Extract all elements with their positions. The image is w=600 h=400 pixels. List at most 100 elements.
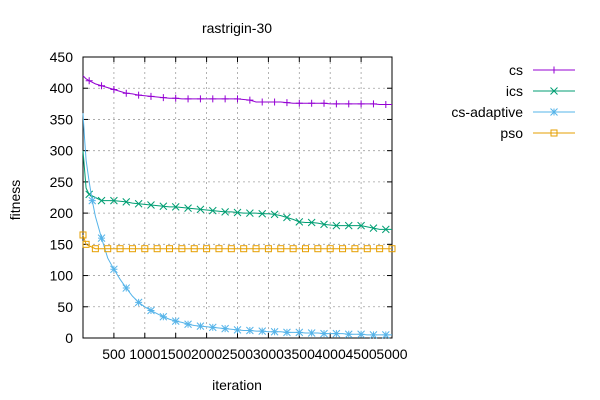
y-axis-label: fitness [7,180,23,220]
x-tick-label: 2000 [191,346,222,362]
data-point [381,225,390,234]
x-tick-label: 500 [102,346,126,362]
data-point [171,317,180,325]
y-tick-label: 200 [50,205,74,221]
series-layer [79,75,396,339]
legend: cs ics cs-adaptive pso [451,62,575,141]
data-point [270,210,279,219]
data-point [345,100,353,108]
data-point [79,231,87,239]
data-point [246,96,254,104]
legend-item-cs-adaptive: cs-adaptive [451,104,575,120]
series-pso [79,231,396,253]
data-point [110,265,118,274]
data-point [82,240,90,248]
series-line [82,150,392,230]
data-point [326,245,334,253]
legend-label: cs [509,62,523,78]
data-point [196,205,205,214]
data-point [234,95,241,103]
data-point [184,95,192,103]
data-point [215,245,223,253]
data-point [135,91,143,99]
data-point [314,245,322,253]
data-point [166,245,174,253]
data-point [246,326,254,335]
data-point [295,328,304,337]
data-point [233,208,242,217]
data-point [208,323,217,332]
data-point [258,209,267,218]
data-point [104,245,112,253]
data-point [128,245,136,253]
data-point [159,312,168,321]
y-tick-label: 150 [50,236,74,252]
data-point [97,234,106,242]
data-point [97,196,106,205]
data-point [369,331,378,339]
data-point [320,220,328,229]
data-point [320,329,328,338]
data-point [147,306,155,315]
data-point [134,199,143,208]
data-point [110,196,118,205]
data-point [98,82,106,90]
x-tick-label: 1500 [160,346,191,362]
data-point [357,100,365,108]
legend-label: pso [500,125,523,141]
data-point [184,204,192,212]
data-point [357,330,365,339]
data-point [369,224,378,232]
legend-item-ics: ics [506,83,575,99]
legend-swatch-marker [550,87,558,95]
legend-item-pso: pso [500,125,575,141]
data-point [221,95,229,103]
data-point [172,94,180,102]
data-point [196,322,205,330]
data-point [295,99,303,107]
y-tick-label: 100 [50,268,74,284]
data-point [122,89,130,97]
chart-title: rastrigin-30 [202,20,272,36]
data-point [320,99,328,107]
x-axis-label: iteration [212,377,262,393]
x-tick-label: 3000 [253,346,284,362]
data-point [233,326,242,334]
legend-swatch-marker [550,66,558,74]
data-point [147,201,155,209]
data-point [122,284,131,292]
data-point [271,98,279,106]
data-point [246,209,254,217]
x-tick-label: 4500 [346,346,377,362]
data-point [209,95,217,103]
data-point [295,217,304,226]
legend-swatch-marker [550,129,558,137]
data-point [147,92,155,100]
data-point [91,245,99,253]
data-point [258,98,266,106]
data-point [283,328,291,337]
data-point [388,245,396,253]
data-point [196,95,204,103]
data-point [301,245,309,253]
data-point [382,100,390,108]
data-point [221,324,229,333]
data-point [283,99,291,107]
y-tick-label: 0 [65,330,73,346]
y-tick-label: 300 [50,143,74,159]
x-tick-label: 1000 [129,346,160,362]
data-point [363,245,371,253]
data-point [171,203,180,211]
data-point [88,196,97,205]
data-point [357,221,365,230]
data-point [122,198,131,206]
data-point [307,329,316,337]
data-point [221,208,229,216]
data-point [240,245,248,253]
x-tick-label: 4000 [315,346,346,362]
series-cs [82,75,392,108]
data-point [332,329,341,338]
data-point [289,245,297,253]
y-tick-label: 450 [50,49,74,65]
